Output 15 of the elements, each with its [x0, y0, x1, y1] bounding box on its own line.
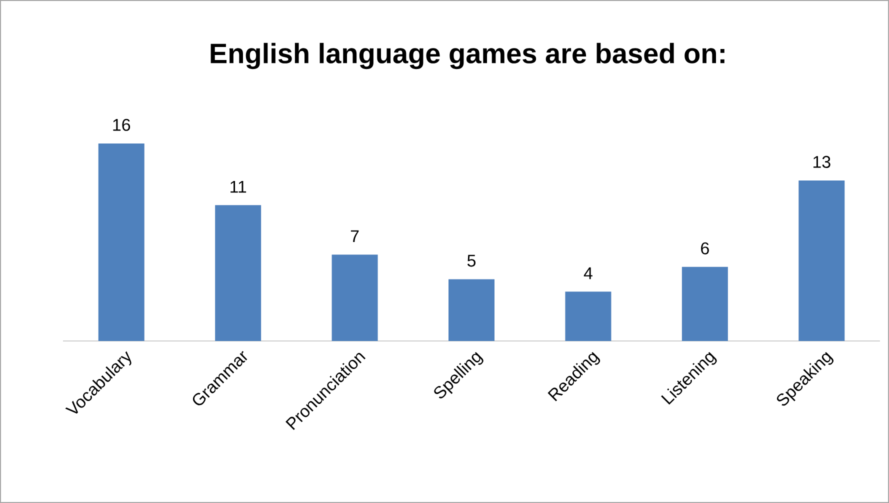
- bar: [332, 254, 378, 341]
- data-label: 13: [813, 156, 830, 168]
- bar: [215, 205, 262, 341]
- data-label: 4: [584, 267, 592, 280]
- data-label: 6: [701, 242, 709, 254]
- bar: [682, 266, 728, 341]
- chart-title: English language games are based on:: [210, 42, 724, 70]
- bar: [798, 180, 845, 341]
- data-label: 5: [467, 254, 476, 267]
- data-label: 16: [113, 118, 130, 131]
- bar: [98, 143, 144, 341]
- data-label: 7: [350, 230, 359, 242]
- bar: [448, 279, 494, 341]
- data-label: 11: [230, 180, 246, 193]
- bar: [565, 292, 612, 341]
